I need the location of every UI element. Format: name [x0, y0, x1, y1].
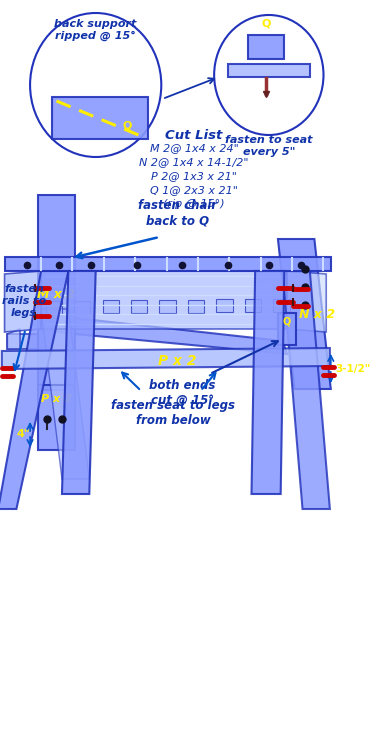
Polygon shape [0, 271, 68, 509]
Text: Q: Q [283, 317, 291, 327]
Polygon shape [41, 271, 287, 329]
Text: both ends
cut @ 15°: both ends cut @ 15° [149, 379, 216, 407]
Polygon shape [2, 348, 330, 369]
Polygon shape [248, 35, 284, 59]
Bar [278, 313, 296, 345]
Text: 3-1/2": 3-1/2" [335, 364, 371, 374]
Polygon shape [228, 64, 310, 77]
Text: fasten to seat
every 5": fasten to seat every 5" [225, 135, 313, 157]
Text: Q: Q [123, 121, 132, 131]
Bar [52, 97, 148, 139]
Polygon shape [7, 334, 38, 349]
Text: (rip @ 15°): (rip @ 15°) [163, 199, 225, 209]
Text: N 2@ 1x4 x 14-1/2": N 2@ 1x4 x 14-1/2" [139, 157, 249, 167]
Polygon shape [46, 301, 62, 314]
Polygon shape [160, 300, 176, 313]
Text: N x 2: N x 2 [299, 308, 335, 321]
Polygon shape [102, 300, 119, 313]
Polygon shape [131, 300, 147, 313]
Text: P x 2: P x 2 [158, 354, 197, 368]
Polygon shape [7, 329, 20, 349]
Polygon shape [273, 299, 290, 312]
Polygon shape [252, 271, 284, 494]
Bar [38, 195, 75, 390]
Polygon shape [245, 299, 261, 312]
Text: Q 1@ 2x3 x 21": Q 1@ 2x3 x 21" [150, 185, 238, 195]
Text: Cut List: Cut List [165, 129, 223, 142]
Polygon shape [41, 309, 89, 479]
Bar [4, 257, 331, 271]
Text: fasten
rails to
legs: fasten rails to legs [2, 285, 46, 318]
Polygon shape [62, 271, 96, 494]
Polygon shape [216, 299, 233, 312]
Polygon shape [38, 314, 287, 354]
Polygon shape [4, 271, 41, 332]
Bar [38, 385, 75, 450]
Polygon shape [188, 300, 204, 312]
Polygon shape [278, 239, 331, 389]
Text: fasten seat to legs
from below: fasten seat to legs from below [111, 399, 235, 427]
Polygon shape [74, 300, 91, 314]
Text: back support
ripped @ 15°: back support ripped @ 15° [55, 19, 137, 41]
Text: 4": 4" [16, 429, 30, 439]
Text: P x 2: P x 2 [41, 394, 72, 404]
Text: fasten chair
back to Q: fasten chair back to Q [138, 199, 217, 227]
Polygon shape [282, 271, 330, 509]
Polygon shape [287, 271, 326, 332]
Text: P 2@ 1x3 x 21": P 2@ 1x3 x 21" [151, 171, 237, 181]
Text: Q: Q [262, 19, 271, 29]
Text: M 2@ 1x4 x 24": M 2@ 1x4 x 24" [150, 143, 239, 153]
Circle shape [30, 13, 161, 157]
Text: M x 2: M x 2 [37, 288, 76, 300]
Circle shape [214, 15, 324, 135]
